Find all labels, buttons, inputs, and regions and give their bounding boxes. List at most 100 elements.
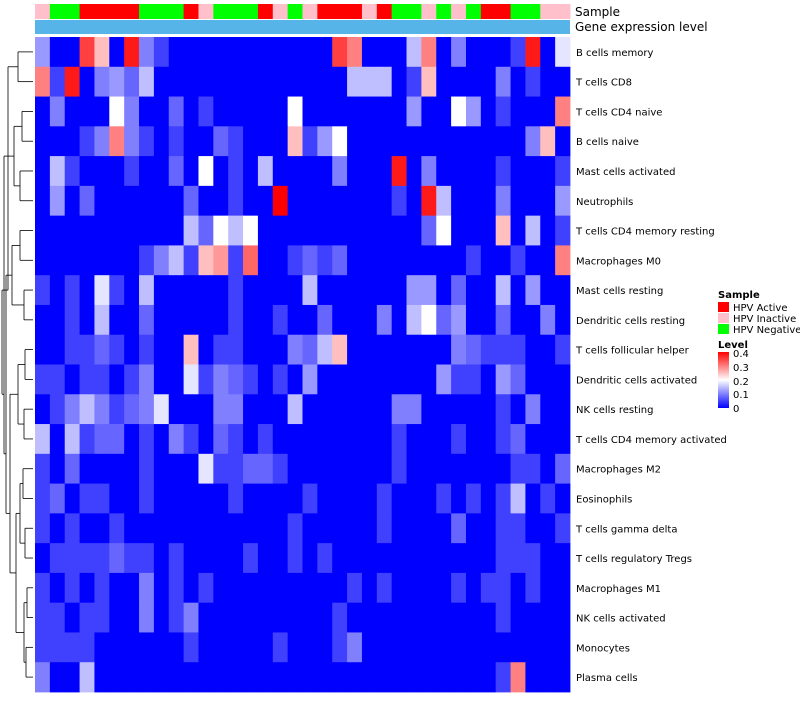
heatmap-cell [406,602,422,633]
heatmap-cell [183,394,199,425]
heatmap-cell [79,424,95,455]
heatmap-cell [406,215,422,246]
heatmap-cell [124,334,140,365]
heatmap-cell [183,156,199,187]
heatmap-cell [495,185,511,217]
row-label: T cells gamma delta [575,524,677,535]
sample-annotation-cell [109,4,125,19]
legend-level-tick: 0.2 [733,377,749,388]
heatmap-cell [540,66,556,97]
heatmap-cell [465,215,482,246]
heatmap-cell [480,424,497,455]
heatmap-cell [361,215,378,246]
heatmap-cell [183,602,199,633]
heatmap-cell [525,96,541,127]
heatmap-cell [35,662,51,693]
heatmap-cell [272,245,289,276]
heatmap-cell [257,662,274,693]
heatmap-cell [436,37,452,68]
heatmap-cell [243,304,259,336]
heatmap-cell [391,483,407,514]
heatmap-cell [257,245,274,276]
heatmap-cell [421,66,437,97]
heatmap-cell [421,453,437,484]
heatmap-cell [406,483,422,514]
heatmap-cell [347,126,363,157]
heatmap-cell [540,215,556,246]
heatmap-cell [272,66,289,97]
heatmap-cell [421,602,437,633]
heatmap-cell [480,245,497,276]
heatmap-cell [540,304,556,336]
heatmap-cell [347,632,363,663]
heatmap-cell [421,96,437,127]
heatmap-cell [257,304,274,336]
heatmap-cell [109,543,125,574]
heatmap-cell [49,543,66,574]
heatmap-cell [406,126,422,157]
heatmap-cell [153,37,170,68]
heatmap-cell [555,543,571,574]
heatmap-cell [302,215,318,246]
heatmap-cell [243,245,259,276]
heatmap-cell [451,543,467,574]
heatmap-cell [361,275,378,306]
sample-annotation-cell [347,4,363,19]
heatmap-cell [540,662,556,693]
heatmap-cell [153,453,170,484]
heatmap-cell [421,275,437,306]
sample-annotation-cell [451,4,467,19]
heatmap-cell [376,364,393,395]
heatmap-cell [49,483,66,514]
heatmap-cell [272,483,289,514]
heatmap-cell [540,156,556,187]
heatmap-cell [287,424,303,455]
heatmap-cell [124,572,140,604]
heatmap-cell [124,185,140,217]
heatmap-cell [347,394,363,425]
heatmap-cell [525,662,541,693]
sample-annotation-cell [198,4,214,19]
heatmap-cell [480,632,497,663]
heatmap-cell [510,662,526,693]
heatmap-cell [272,543,289,574]
heatmap-cell [555,632,571,663]
heatmap-cell [391,364,407,395]
heatmap-cell [139,126,155,157]
heatmap-cell [198,394,214,425]
heatmap-cell [480,37,497,68]
heatmap-cell [332,632,348,663]
heatmap-cell [183,364,199,395]
heatmap-cell [198,453,214,484]
heatmap-cell [317,424,333,455]
heatmap-cell [64,185,80,217]
heatmap-cell [139,364,155,395]
heatmap-cell [391,96,407,127]
heatmap-cell [421,632,437,663]
heatmap-cell [94,394,110,425]
heatmap-cell [287,602,303,633]
heatmap-cell [79,483,95,514]
heatmap-cell [555,662,571,693]
heatmap-cell [361,96,378,127]
heatmap-cell [94,156,110,187]
heatmap-cell [421,483,437,514]
heatmap-cell [361,334,378,365]
heatmap-cell [198,483,214,514]
heatmap-cell [228,245,244,276]
heatmap-cell [272,632,289,663]
heatmap-cell [332,126,348,157]
sample-annotation-cell [287,4,303,19]
sample-annotation-cell [540,4,556,19]
sample-annotation-cell [64,4,81,19]
heatmap-cell [332,334,348,365]
heatmap-cell [198,513,214,544]
legend-swatch-hpv-active [718,302,729,312]
heatmap-cell [480,156,497,187]
heatmap-cell [540,424,556,455]
legend-label-hpv-negative: HPV Negative [733,325,800,336]
heatmap-cell [555,96,571,127]
heatmap-cell [49,424,66,455]
row-label: T cells CD4 memory resting [575,227,715,238]
heatmap-cell [272,185,289,217]
